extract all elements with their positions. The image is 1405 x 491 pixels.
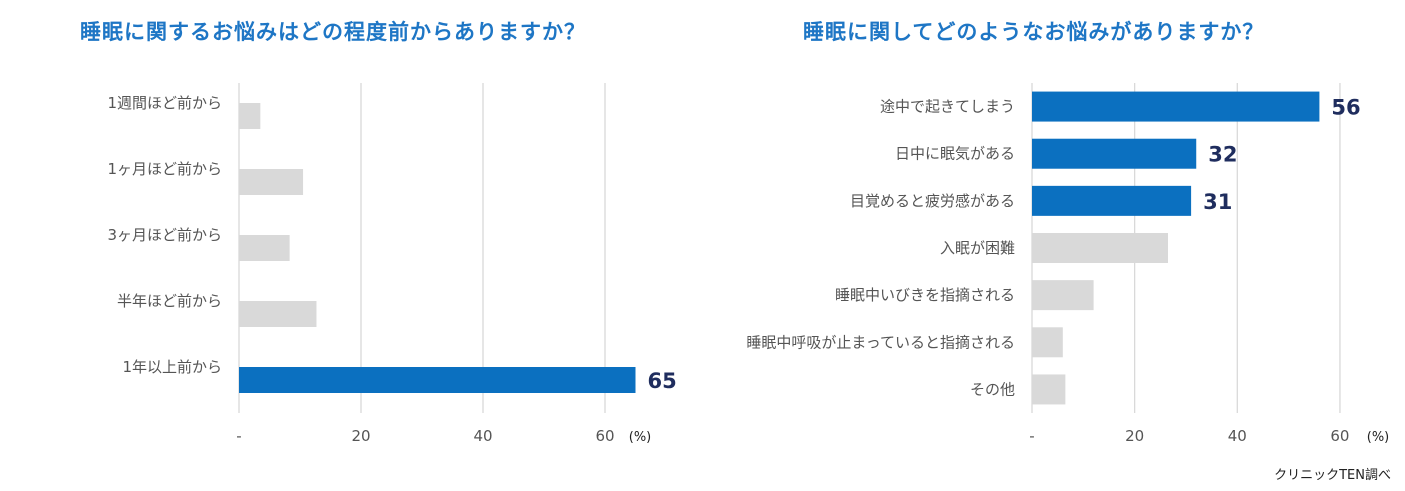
category-label: その他 <box>970 380 1015 398</box>
x-tick-label: 20 <box>351 427 370 445</box>
bar <box>1032 233 1169 263</box>
category-label: 1週間ほど前から <box>107 94 222 112</box>
bar <box>1032 185 1192 216</box>
bar <box>239 301 317 327</box>
category-label: 睡眠中いびきを指摘される <box>835 286 1015 304</box>
category-label: 1年以上前から <box>122 358 222 376</box>
bar <box>1032 374 1066 405</box>
chart-title-right: 睡眠に関してどのようなお悩みがありますか？ <box>803 20 1265 44</box>
category-label: 入眠が困難 <box>940 239 1015 257</box>
category-label: 日中に眠気がある <box>895 145 1015 163</box>
x-tick-label: 60 <box>1330 427 1349 445</box>
x-axis-unit: (%) <box>1367 430 1390 445</box>
bar <box>239 169 304 195</box>
x-tick-label: 40 <box>473 427 492 445</box>
bar <box>1032 138 1197 169</box>
x-tick-label: 20 <box>1125 427 1144 445</box>
bar <box>239 103 261 129</box>
category-label: 1ヶ月ほど前から <box>107 160 222 178</box>
chart-left: - 20 40 60 (%) 1週間ほど前から 1ヶ月ほど前から 3ヶ月ほど前から半年ほど前か… <box>107 83 677 445</box>
bar <box>1032 327 1063 358</box>
data-label: 65 <box>648 369 677 393</box>
bar <box>1032 91 1320 122</box>
x-tick-label: - <box>236 427 241 445</box>
bar <box>1032 280 1094 311</box>
data-label: 32 <box>1208 143 1237 167</box>
category-label: 途中で起きてしまう <box>880 98 1015 116</box>
category-label: 半年ほど前から <box>117 292 222 310</box>
x-tick-label: - <box>1029 427 1034 445</box>
x-tick-label: 60 <box>595 427 614 445</box>
x-tick-label: 40 <box>1228 427 1247 445</box>
data-label: 56 <box>1331 96 1360 120</box>
category-label: 3ヶ月ほど前から <box>107 226 222 244</box>
bar <box>239 367 636 393</box>
source-note: クリニックTEN調べ <box>1274 468 1391 483</box>
chart-title-left: 睡眠に関するお悩みはどの程度前からありますか？ <box>80 20 586 44</box>
x-axis-unit: (%) <box>629 430 652 445</box>
data-label: 31 <box>1203 190 1232 214</box>
category-label: 目覚めると疲労感がある <box>850 192 1015 210</box>
category-label: 睡眠中呼吸が止まっていると指摘される <box>746 333 1015 351</box>
bar <box>239 235 290 261</box>
